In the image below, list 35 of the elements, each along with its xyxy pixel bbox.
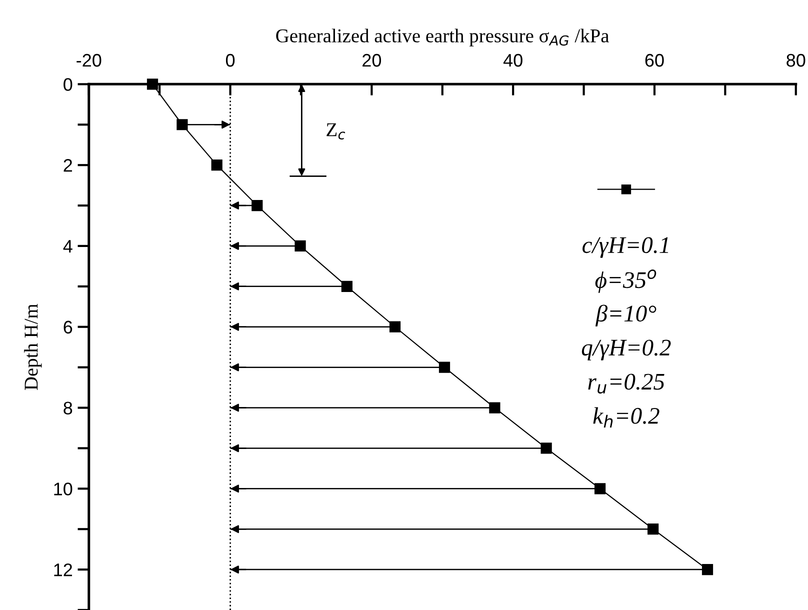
point bbox=[146, 78, 158, 90]
y-tick-label: 6 bbox=[64, 320, 72, 334]
point bbox=[702, 564, 714, 576]
x-tick-label: 20 bbox=[362, 54, 382, 67]
y-tick-label: 12 bbox=[54, 563, 72, 576]
point bbox=[389, 321, 401, 332]
point bbox=[252, 200, 263, 212]
annotation: r$_{u}$=0.25 bbox=[588, 374, 664, 394]
point bbox=[648, 524, 659, 535]
x-tick-label: 80 bbox=[786, 54, 806, 67]
y-tick-label: 10 bbox=[54, 482, 72, 496]
point bbox=[594, 483, 606, 494]
x-tick-label: 40 bbox=[503, 54, 522, 67]
point bbox=[176, 119, 188, 130]
y-axis-title: Depth H/m bbox=[24, 304, 42, 390]
annotation: Z$_{c}$ bbox=[326, 123, 346, 140]
annotation: k$_{h}$=0.2 bbox=[593, 407, 660, 428]
annotation: ϕ=35$^{o}$ bbox=[595, 270, 656, 293]
annotation: β=10° bbox=[595, 304, 656, 326]
point bbox=[438, 362, 450, 373]
point bbox=[341, 280, 352, 292]
y-tick-label: 8 bbox=[64, 402, 72, 414]
annotation: q/γH=0.2 bbox=[582, 340, 671, 360]
x-tick-label: -20 bbox=[76, 54, 102, 67]
y-tick-label: 0 bbox=[64, 78, 72, 91]
point bbox=[211, 160, 222, 171]
point bbox=[489, 402, 500, 414]
x-tick-label: 60 bbox=[645, 54, 664, 67]
point bbox=[294, 240, 306, 252]
y-tick-label: 2 bbox=[64, 159, 72, 172]
x-axis-title: Generalized active earth pressure σ$_{AG}$ /kPa bbox=[276, 28, 610, 46]
annotation: c/γH=0.1 bbox=[582, 237, 668, 258]
point bbox=[540, 442, 552, 454]
x-tick-label: 0 bbox=[226, 54, 235, 67]
y-tick-label: 4 bbox=[63, 240, 72, 253]
